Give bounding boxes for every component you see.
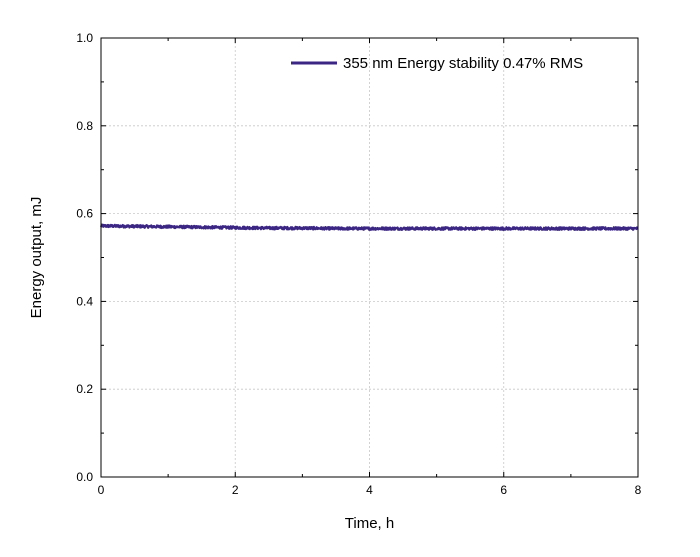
- legend: 355 nm Energy stability 0.47% RMS: [291, 55, 583, 72]
- y-tick-label: 0.2: [76, 382, 93, 396]
- x-tick-label: 0: [98, 483, 105, 497]
- series-line: [99, 223, 639, 231]
- y-tick-label: 0.6: [76, 207, 93, 221]
- ticks: 0 2 4 6 8 0.0 0.2 0.4 0.6 0.8 1.0: [76, 31, 641, 497]
- y-tick-label: 0.4: [76, 294, 93, 308]
- y-axis-title: Energy output, mJ: [28, 197, 45, 319]
- series-layer: [99, 223, 639, 231]
- y-tick-label: 0.0: [76, 470, 93, 484]
- x-tick-label: 4: [366, 483, 373, 497]
- x-axis-title: Time, h: [345, 515, 394, 532]
- x-tick-label: 2: [232, 483, 239, 497]
- x-tick-label: 6: [500, 483, 507, 497]
- x-tick-label: 8: [635, 483, 642, 497]
- y-tick-label: 0.8: [76, 119, 93, 133]
- legend-label: 355 nm Energy stability 0.47% RMS: [343, 55, 583, 72]
- grid: [101, 38, 638, 477]
- y-tick-label: 1.0: [76, 31, 93, 45]
